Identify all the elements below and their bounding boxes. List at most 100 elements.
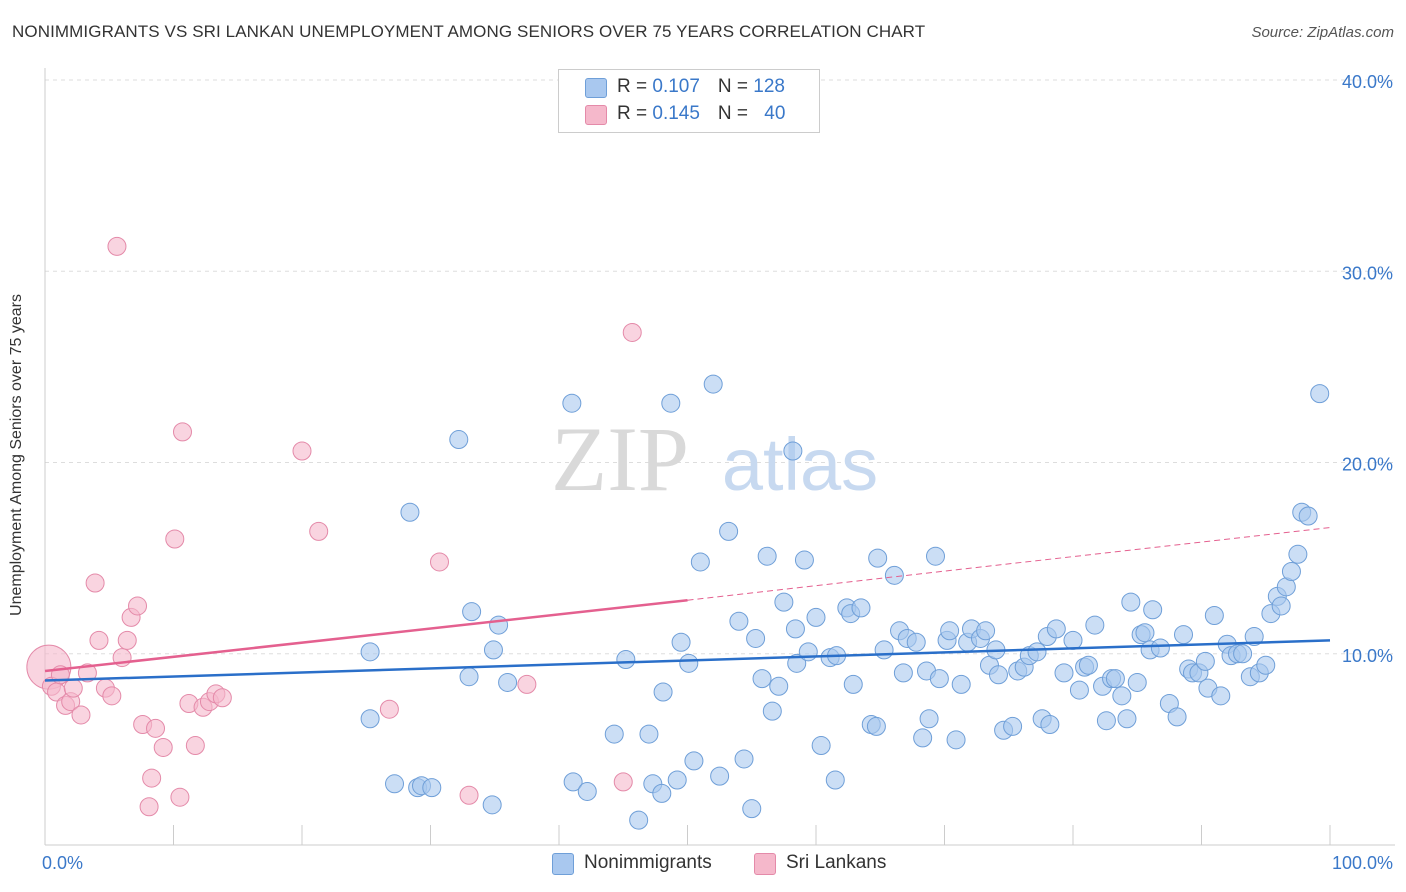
srilankans-point: [379, 699, 399, 719]
nonimmigrants-point: [1040, 715, 1060, 735]
watermark-zip: ZIP: [551, 408, 689, 510]
nonimmigrants-point: [1027, 642, 1047, 662]
nonimmigrants-point: [787, 653, 807, 673]
nonimmigrants-point: [1271, 596, 1291, 616]
chart-title: NONIMMIGRANTS VS SRI LANKAN UNEMPLOYMENT…: [12, 22, 926, 41]
nonimmigrants-point: [671, 632, 691, 652]
srilankans-point: [212, 688, 232, 708]
nonimmigrants-point: [719, 521, 739, 541]
y-tick-label: 40.0%: [1342, 72, 1393, 92]
srilankans-point: [170, 787, 190, 807]
legend-n-value: 128: [753, 76, 785, 97]
nonimmigrants-point: [483, 640, 503, 660]
nonimmigrants-point: [1105, 669, 1125, 689]
legend-text: R = 0.107 N = 128: [617, 76, 785, 98]
legend-text: R = 0.145 N = 40: [617, 103, 785, 125]
nonimmigrants-point: [893, 663, 913, 683]
srilankans-point: [309, 521, 329, 541]
nonimmigrants-point: [462, 602, 482, 622]
nonimmigrants-point: [577, 781, 597, 801]
legend-n-label: N =: [717, 76, 754, 97]
nonimmigrants-point: [1150, 638, 1170, 658]
nonimmigrants-point: [703, 374, 723, 394]
y-tick-label: 20.0%: [1342, 455, 1393, 475]
nonimmigrants-point: [1054, 663, 1074, 683]
nonimmigrants-point: [1135, 623, 1155, 643]
nonimmigrants-point: [866, 716, 886, 736]
nonimmigrants-point: [1046, 619, 1066, 639]
srilankans-point: [172, 422, 192, 442]
nonimmigrants-point: [811, 736, 831, 756]
nonimmigrants-point: [563, 772, 583, 792]
srilankans-point: [128, 596, 148, 616]
nonimmigrants-point: [825, 770, 845, 790]
nonimmigrants-point: [684, 751, 704, 771]
nonimmigrants-point: [851, 598, 871, 618]
nonimmigrants-point: [1174, 625, 1194, 645]
watermark-atlas: atlas: [722, 423, 878, 506]
nonimmigrants-point: [629, 810, 649, 830]
axes: [44, 68, 1395, 846]
nonimmigrants-point: [639, 724, 659, 744]
nonimmigrants-point: [1244, 627, 1264, 647]
x-tick-label: 100.0%: [1332, 853, 1393, 873]
source-label: Source: ZipAtlas.com: [1251, 24, 1394, 41]
srilankans-point: [622, 322, 642, 342]
nonimmigrants-point: [774, 592, 794, 612]
trend-lines: [44, 527, 1331, 682]
nonimmigrants-point: [679, 653, 699, 673]
legend-label: Sri Lankans: [786, 852, 887, 873]
nonimmigrants-point: [562, 393, 582, 413]
y-axis-label-wrap: Unemployment Among Seniors over 75 years: [8, 255, 30, 655]
srilankans-point: [613, 772, 633, 792]
legend-label: Nonimmigrants: [584, 852, 712, 873]
nonimmigrants-point: [919, 709, 939, 729]
srilankans-point: [517, 674, 537, 694]
srilankans-trend-extension: [687, 527, 1331, 601]
nonimmigrants-point: [1127, 672, 1147, 692]
nonimmigrants-point: [794, 550, 814, 570]
nonimmigrants-point: [762, 701, 782, 721]
srilankans-trend-line: [44, 598, 688, 673]
nonimmigrants-point: [1063, 630, 1083, 650]
legend-swatch-blue: [585, 78, 607, 98]
nonimmigrants-point: [1121, 592, 1141, 612]
legend-swatch-blue: [552, 853, 574, 875]
nonimmigrants-point: [783, 441, 803, 461]
legend-swatch-pink: [585, 105, 607, 125]
nonimmigrants-trend-line: [44, 639, 1331, 682]
nonimmigrants-point: [482, 795, 502, 815]
srilankans-point: [185, 736, 205, 756]
y-tick-label: 10.0%: [1342, 646, 1393, 666]
legend-swatch-pink: [754, 853, 776, 875]
nonimmigrants-point: [951, 674, 971, 694]
nonimmigrants-point: [449, 430, 469, 450]
srilankans-point: [71, 705, 91, 725]
nonimmigrants-point: [734, 749, 754, 769]
srilankans-point: [102, 686, 122, 706]
nonimmigrants-point: [652, 783, 672, 803]
nonimmigrants-point: [926, 546, 946, 566]
nonimmigrants-point: [360, 709, 380, 729]
legend-r-value: 0.107: [652, 76, 700, 97]
srilankans-point: [107, 236, 127, 256]
tick-labels: 10.0% 20.0% 30.0% 40.0% 0.0% 100.0%: [42, 72, 1393, 873]
nonimmigrants-point: [874, 640, 894, 660]
srilankans-point: [153, 737, 173, 757]
srilankans-point: [89, 630, 109, 650]
nonimmigrants-point: [1167, 707, 1187, 727]
legend-n-value: 40: [764, 103, 786, 124]
nonimmigrants-point: [806, 607, 826, 627]
grid-lines: [45, 79, 1395, 655]
nonimmigrants-point: [884, 565, 904, 585]
nonimmigrants-point: [1112, 686, 1132, 706]
nonimmigrants-point: [604, 724, 624, 744]
nonimmigrants-points: [360, 374, 1330, 830]
nonimmigrants-point: [929, 669, 949, 689]
nonimmigrants-point: [459, 667, 479, 687]
srilankans-point: [85, 573, 105, 593]
nonimmigrants-point: [1288, 544, 1308, 564]
nonimmigrants-point: [1096, 711, 1116, 731]
nonimmigrants-point: [769, 676, 789, 696]
